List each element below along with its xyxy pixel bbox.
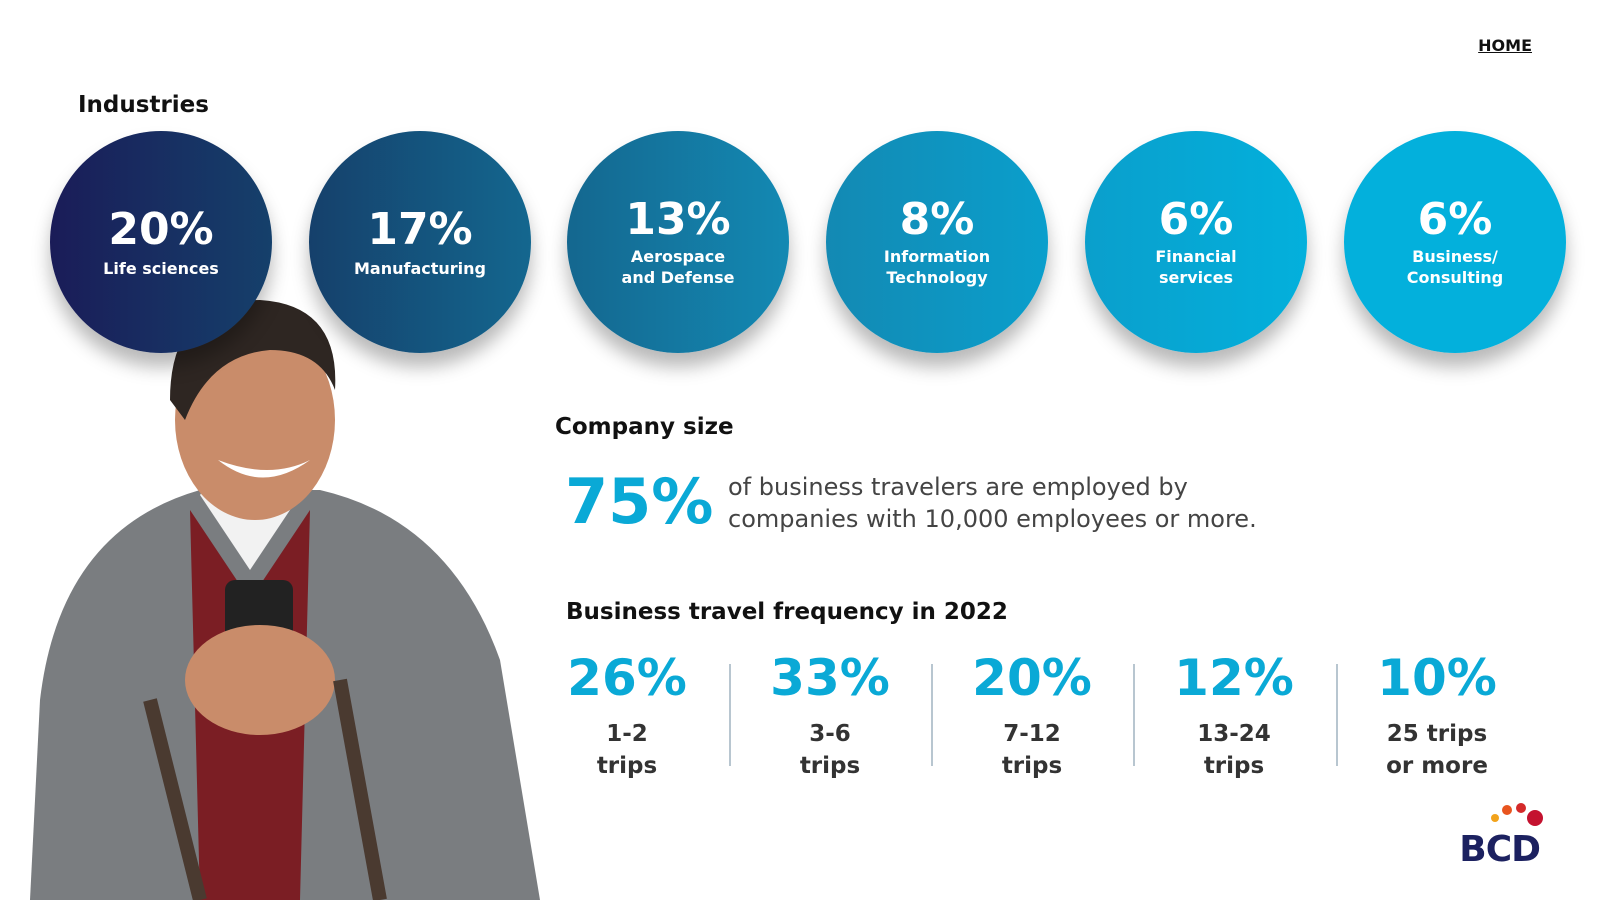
industry-circle: 6% Business/Consulting [1344, 131, 1566, 353]
frequency-label-line: 13-24 [1197, 721, 1271, 747]
frequency-label-line: trips [596, 753, 658, 779]
company-size-description: of business travelers are employed by co… [728, 471, 1257, 535]
industries-title: Industries [78, 92, 209, 118]
frequency-item: 12% 13-24 trips [1134, 648, 1334, 782]
logo-dots [1491, 803, 1543, 826]
frequency-label: 1-2 trips [527, 718, 727, 782]
frequency-item: 33% 3-6 trips [730, 648, 930, 782]
frequency-label: 25 trips or more [1337, 718, 1537, 782]
industry-label: Financial services [1155, 246, 1236, 288]
industry-circle: 13% Aerospace and Defense [567, 131, 789, 353]
description-line: of business travelers are employed by [728, 473, 1188, 501]
industry-value: 20% [108, 203, 214, 255]
frequency-label-line: trips [799, 753, 861, 779]
industry-label-line: Technology [886, 268, 988, 287]
frequency-label-line: trips [1001, 753, 1063, 779]
description-line: companies with 10,000 employees or more. [728, 505, 1257, 533]
frequency-value: 20% [972, 649, 1092, 707]
frequency-label-line: 1-2 [606, 721, 648, 747]
logo: BCD [1459, 829, 1541, 870]
person-illustration [30, 300, 540, 900]
industry-value: 6% [1158, 194, 1234, 245]
industry-label-line: Aerospace [630, 247, 726, 266]
industry-label: Information Technology [884, 246, 990, 288]
frequency-label: 3-6 trips [730, 718, 930, 782]
frequency-value: 12% [1174, 649, 1294, 707]
industry-circle: 17% Manufacturing [309, 131, 531, 353]
industry-label-line: Consulting [1406, 268, 1504, 287]
industry-circle: 8% Information Technology [826, 131, 1048, 353]
industry-value: 8% [899, 194, 975, 245]
divider [1133, 664, 1135, 766]
industry-label: Life sciences [103, 258, 219, 279]
industry-label: Aerospace and Defense [622, 246, 735, 288]
frequency-value: 26% [567, 649, 687, 707]
frequency-title: Business travel frequency in 2022 [566, 599, 1008, 625]
frequency-label-line: 25 trips [1386, 721, 1488, 747]
frequency-label-line: 7-12 [1003, 721, 1061, 747]
industry-circle: 20% Life sciences [50, 131, 272, 353]
industry-value: 13% [625, 194, 731, 245]
industry-label-line: Information [883, 247, 991, 266]
industry-label-line: Manufacturing [354, 258, 486, 278]
frequency-value: 10% [1377, 649, 1497, 707]
frequency-item: 10% 25 trips or more [1337, 648, 1537, 782]
frequency-label-line: or more [1386, 753, 1488, 779]
industry-label: Business/Consulting [1407, 246, 1504, 288]
company-size-value: 75% [565, 465, 714, 538]
frequency-label: 13-24 trips [1134, 718, 1334, 782]
industry-value: 17% [367, 203, 473, 255]
industry-label-line: Life sciences [103, 258, 219, 278]
divider [728, 664, 731, 766]
industry-value: 6% [1417, 194, 1493, 245]
frequency-item: 20% 7-12 trips [932, 648, 1132, 782]
industry-label-line: and Defense [621, 268, 735, 287]
company-size-title: Company size [555, 414, 734, 440]
industry-label-line: Business/ [1412, 247, 1498, 266]
home-link[interactable]: HOME [1478, 36, 1532, 55]
frequency-label-line: 3-6 [809, 721, 851, 747]
industry-circle: 6% Financial services [1085, 131, 1307, 353]
frequency-value: 33% [770, 649, 890, 707]
frequency-label-line: trips [1203, 753, 1265, 779]
divider [1335, 664, 1338, 766]
frequency-item: 26% 1-2 trips [527, 648, 727, 782]
industry-label: Manufacturing [354, 258, 486, 279]
divider [931, 664, 933, 766]
frequency-label: 7-12 trips [932, 718, 1132, 782]
industry-label-line: services [1158, 268, 1234, 287]
industry-label-line: Financial [1155, 247, 1237, 266]
